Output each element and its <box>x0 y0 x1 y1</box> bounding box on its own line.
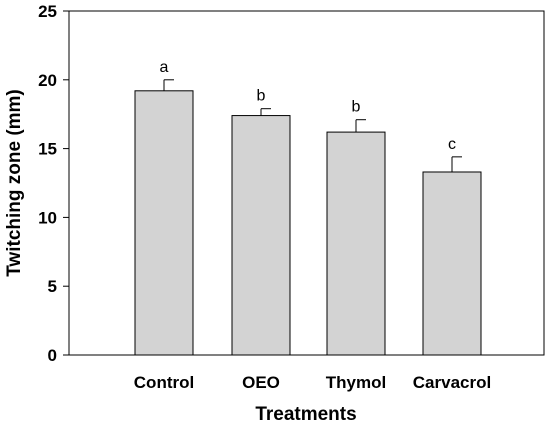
y-tick-label: 25 <box>38 2 57 21</box>
significance-letter: b <box>352 99 361 116</box>
x-tick-label: Carvacrol <box>413 373 491 392</box>
x-tick-label: Thymol <box>326 373 386 392</box>
bar <box>231 115 291 356</box>
significance-letter: c <box>448 136 456 153</box>
y-tick-label: 0 <box>48 346 57 365</box>
x-tick-label: OEO <box>242 373 280 392</box>
significance-letter: b <box>257 88 266 105</box>
plot-frame <box>68 10 545 356</box>
x-axis-title: Treatments <box>255 404 356 425</box>
y-tick-label: 20 <box>38 71 57 90</box>
bar <box>422 171 482 356</box>
plot-area: 0 5 10 15 20 25 a Control b OEO b Thymol c Carvacrol <box>38 2 545 392</box>
bar <box>134 90 194 356</box>
y-axis-title: Twitching zone (mm) <box>4 89 25 277</box>
y-tick-label: 5 <box>48 277 57 296</box>
significance-letter: a <box>160 59 169 76</box>
y-tick-label: 10 <box>38 208 57 227</box>
y-tick-label: 15 <box>38 140 57 159</box>
bar <box>326 131 386 356</box>
x-tick-label: Control <box>134 373 194 392</box>
